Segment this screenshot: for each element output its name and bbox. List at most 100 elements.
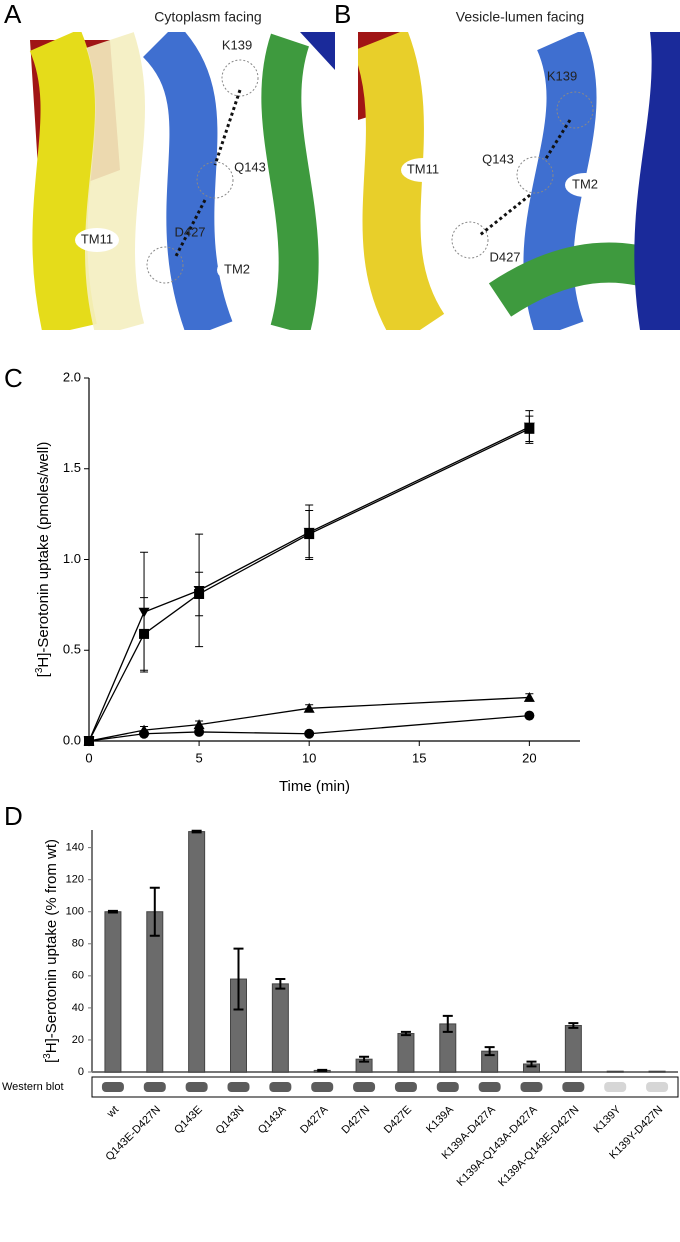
- x-tick-label: 10: [302, 750, 316, 765]
- blot-frame: [91, 1076, 679, 1098]
- x-tick-label: K139Y: [592, 1103, 624, 1135]
- marker: [524, 710, 535, 721]
- marker: [193, 719, 205, 730]
- y-axis-title-sup: 3: [42, 1053, 53, 1059]
- marker: [304, 529, 315, 540]
- structure-title: Cytoplasm facing: [154, 9, 261, 25]
- y-tick-label: 2.0: [63, 369, 81, 384]
- residue-label: D427: [174, 224, 205, 239]
- helix-label: TM2: [572, 176, 598, 191]
- x-tick-label: 20: [522, 750, 536, 765]
- blot-band: [311, 1082, 334, 1092]
- residue-label: K139: [547, 68, 577, 83]
- bar: [648, 1070, 666, 1073]
- marker: [303, 702, 315, 713]
- y-axis-title-part: H]-Serotonin uptake (pmoles/well): [35, 442, 52, 668]
- marker: [194, 588, 205, 599]
- blot-band: [269, 1082, 292, 1092]
- marker: [523, 691, 535, 702]
- error-bar: [400, 1030, 411, 1037]
- bar: [397, 1033, 415, 1073]
- x-tick-label: D427N: [340, 1104, 373, 1137]
- blot-band: [143, 1082, 166, 1092]
- helix-label: TM11: [81, 231, 113, 246]
- x-tick-label: K139A-Q143E-D427N: [496, 1104, 581, 1189]
- marker: [84, 736, 94, 746]
- series-line: [88, 428, 530, 742]
- x-tick-label: 5: [195, 750, 202, 765]
- y-tick-label: 0.0: [63, 732, 81, 747]
- y-axis-title: [3H]-Serotonin uptake (pmoles/well): [34, 442, 52, 678]
- residue-label: Q143: [482, 151, 514, 166]
- x-tick-label: wt: [104, 1104, 121, 1121]
- y-tick-label: 80: [72, 938, 84, 950]
- y-tick-label: 1.0: [63, 551, 81, 566]
- y-axis-title-part: [: [43, 1058, 60, 1063]
- marker: [194, 726, 205, 737]
- blot-band: [101, 1082, 124, 1092]
- marker: [139, 728, 150, 739]
- series-line: [88, 426, 530, 742]
- y-axis-title: [3H]-Serotonin uptake (% from wt): [42, 839, 60, 1063]
- blot-label: Western blot: [2, 1081, 64, 1093]
- error-bar: [149, 886, 160, 937]
- blot-band: [436, 1082, 459, 1092]
- residue-label: K139: [222, 37, 252, 52]
- error-bar: [442, 1014, 453, 1033]
- bar: [271, 983, 289, 1073]
- y-axis-title-part: [: [35, 672, 52, 677]
- panel-letter: C: [4, 363, 23, 393]
- blot-band: [604, 1082, 627, 1092]
- structure-title: Vesicle-lumen facing: [456, 9, 584, 25]
- y-tick-label: 40: [72, 1002, 84, 1014]
- blot-band: [353, 1082, 376, 1092]
- marker: [524, 423, 535, 434]
- panel-letter: D: [4, 801, 23, 831]
- x-tick-label: K139A-Q143A-D427A: [455, 1103, 540, 1188]
- y-tick-label: 0: [78, 1066, 84, 1078]
- y-tick-label: 0.5: [63, 642, 81, 657]
- bar: [104, 911, 122, 1073]
- y-tick-label: 1.5: [63, 460, 81, 475]
- blot-band: [562, 1082, 585, 1092]
- y-axis-title-part: H]-Serotonin uptake (% from wt): [43, 839, 60, 1053]
- x-tick-label: Q143E: [172, 1104, 205, 1137]
- blot-band: [185, 1082, 208, 1092]
- y-tick-label: 120: [66, 874, 84, 886]
- bar: [606, 1070, 624, 1073]
- y-tick-label: 140: [66, 842, 84, 854]
- residue-label: Q143: [234, 159, 266, 174]
- y-tick-label: 100: [66, 906, 84, 918]
- marker: [139, 628, 150, 639]
- bar: [564, 1025, 582, 1073]
- error-bar: [275, 978, 286, 990]
- error-bar: [233, 947, 244, 1011]
- blot-band: [394, 1082, 417, 1092]
- panel-letter: B: [334, 0, 351, 29]
- residue-label: D427: [489, 249, 520, 264]
- structure-b: [358, 32, 680, 330]
- y-axis-title-sup: 3: [34, 667, 45, 673]
- x-tick-label: K139A: [424, 1103, 456, 1135]
- helix-label: TM2: [224, 261, 250, 276]
- x-tick-label: 0: [85, 750, 92, 765]
- error-bar: [107, 909, 118, 914]
- error-bar: [526, 1060, 537, 1068]
- x-tick-label: Q143A: [256, 1103, 289, 1136]
- bar: [188, 831, 206, 1073]
- y-tick-label: 60: [72, 970, 84, 982]
- x-tick-label: D427A: [298, 1103, 331, 1136]
- error-bar: [359, 1055, 370, 1063]
- x-tick-label: D427E: [382, 1104, 414, 1136]
- error-bar: [484, 1046, 495, 1057]
- error-bar: [191, 829, 202, 834]
- blot-band: [520, 1082, 543, 1092]
- x-tick-label: 15: [412, 750, 426, 765]
- panel-letter: A: [4, 0, 22, 29]
- helix-label: TM11: [407, 161, 439, 176]
- blot-band: [646, 1082, 669, 1092]
- x-axis-title: Time (min): [279, 778, 350, 795]
- blot-band: [478, 1082, 501, 1092]
- marker: [304, 728, 315, 739]
- error-bar: [317, 1068, 328, 1072]
